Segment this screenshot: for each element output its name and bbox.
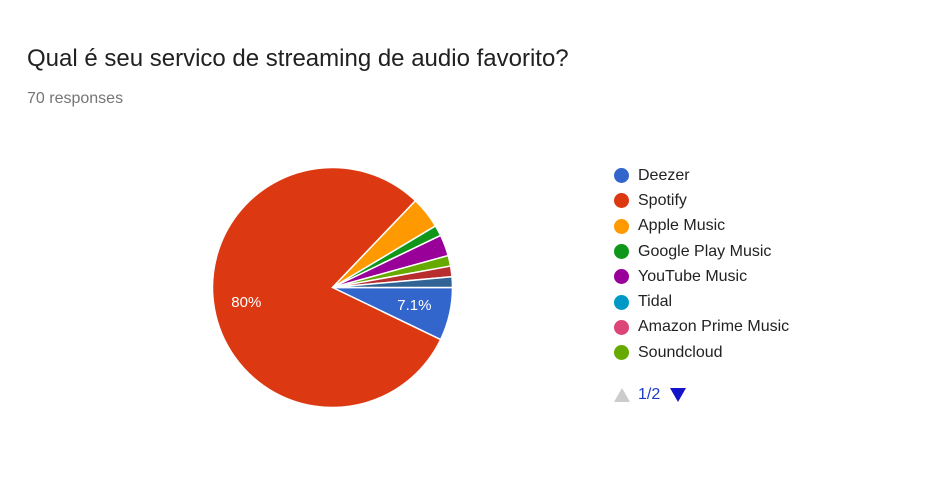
legend-swatch	[614, 218, 629, 234]
legend-pager: 1/2	[614, 386, 687, 404]
legend-item-amazon-prime-music[interactable]: Amazon Prime Music	[614, 315, 789, 340]
legend-swatch	[614, 345, 629, 361]
response-count: 70 responses	[27, 90, 124, 107]
legend-swatch	[614, 269, 629, 285]
legend-item-youtube-music[interactable]: YouTube Music	[614, 264, 789, 289]
legend-label: Spotify	[638, 191, 687, 209]
legend-label: Tidal	[638, 293, 673, 311]
page-indicator: 1/2	[638, 386, 661, 403]
legend-label: Soundcloud	[638, 343, 723, 361]
pie-chart: 7.1% 80%	[211, 166, 454, 409]
triangle-up-icon[interactable]	[614, 388, 630, 402]
legend-label: Amazon Prime Music	[638, 318, 790, 336]
legend-label: Apple Music	[638, 217, 726, 235]
pie-slice-other-9[interactable]	[332, 275, 454, 289]
legend-swatch	[614, 168, 629, 184]
legend-label: Google Play Music	[638, 242, 772, 260]
triangle-down-icon[interactable]	[670, 388, 687, 402]
legend-item-tidal[interactable]: Tidal	[614, 289, 789, 314]
legend-item-google-play-music[interactable]: Google Play Music	[614, 239, 789, 264]
legend-swatch	[614, 294, 629, 310]
data-label-deezer: 7.1%	[397, 297, 431, 314]
legend-label: Deezer	[638, 166, 690, 184]
legend-item-apple-music[interactable]: Apple Music	[614, 214, 789, 239]
legend-swatch	[614, 319, 629, 335]
legend-item-deezer[interactable]: Deezer	[614, 163, 789, 188]
legend-swatch	[614, 193, 629, 209]
legend: Deezer Spotify Apple Music Google Play M…	[614, 163, 789, 365]
legend-item-spotify[interactable]: Spotify	[614, 188, 789, 213]
legend-item-soundcloud[interactable]: Soundcloud	[614, 340, 789, 365]
data-label-spotify: 80%	[231, 294, 261, 311]
legend-swatch	[614, 244, 629, 260]
chart-title: Qual é seu servico de streaming de audio…	[27, 45, 569, 72]
pie-slice-spotify[interactable]	[211, 166, 442, 409]
legend-label: YouTube Music	[638, 267, 748, 285]
